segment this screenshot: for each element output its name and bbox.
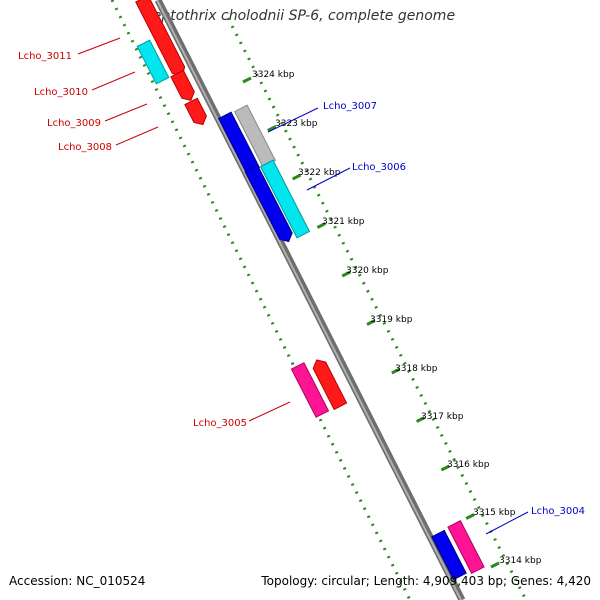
- major-tick: [291, 173, 302, 181]
- gene-lcho-3010[interactable]: [136, 39, 170, 85]
- leader-lcho-3006: [306, 167, 351, 191]
- leader-lcho-3007: [267, 107, 319, 133]
- major-tick: [316, 222, 327, 229]
- tick-label-3324: 3324 kbp: [252, 70, 295, 80]
- label-lcho-3008[interactable]: Lcho_3008: [58, 142, 112, 153]
- leader-lcho-3011: [77, 37, 121, 55]
- outer-tick-track: [226, 17, 527, 599]
- label-lcho-3011[interactable]: Lcho_3011: [18, 51, 72, 62]
- tick-label-3316: 3316 kbp: [447, 460, 490, 470]
- gene-lcho-3006-pair[interactable]: [244, 159, 311, 244]
- leader-lcho-3004: [485, 511, 529, 535]
- major-tick: [465, 513, 475, 520]
- label-lcho-3007[interactable]: Lcho_3007: [323, 101, 377, 112]
- gene-lcho-3004-pair[interactable]: [431, 519, 485, 581]
- inner-tick-track: [110, 0, 412, 600]
- gene-lcho-3008[interactable]: [184, 97, 209, 128]
- label-lcho-3010[interactable]: Lcho_3010: [34, 87, 88, 98]
- gene-lcho-3005-pair[interactable]: [290, 357, 348, 418]
- tick-label-3317: 3317 kbp: [421, 412, 464, 422]
- gene-lcho-3007-pair[interactable]: [217, 104, 277, 175]
- tick-label-3320: 3320 kbp: [346, 266, 389, 276]
- gene-lcho-3009[interactable]: [170, 69, 197, 103]
- major-tick: [366, 319, 376, 326]
- tick-label-3319: 3319 kbp: [370, 315, 413, 325]
- major-tick: [267, 125, 277, 132]
- topology-text: Topology: circular; Length: 4,909,403 bp…: [261, 574, 591, 588]
- tick-label-3314: 3314 kbp: [499, 556, 542, 566]
- major-tick: [391, 367, 401, 375]
- major-tick: [341, 270, 351, 278]
- major-tick: [415, 416, 426, 423]
- label-lcho-3005[interactable]: Lcho_3005: [193, 418, 247, 429]
- genome-backbone: [154, 0, 466, 600]
- major-ticks: [242, 76, 500, 569]
- major-tick: [440, 464, 451, 472]
- accession-text: Accession: NC_010524: [9, 574, 146, 588]
- tick-label-3318: 3318 kbp: [395, 364, 438, 374]
- tick-label-3323: 3323 kbp: [275, 119, 318, 129]
- major-tick: [490, 561, 500, 569]
- leader-lcho-3009: [104, 103, 148, 122]
- leader-lcho-3005: [248, 401, 291, 422]
- tick-label-3322: 3322 kbp: [298, 168, 341, 178]
- tick-label-3315: 3315 kbp: [473, 508, 516, 518]
- label-lcho-3004[interactable]: Lcho_3004: [531, 506, 585, 517]
- leader-lcho-3008: [115, 126, 159, 146]
- major-tick: [242, 76, 252, 84]
- tick-label-3321: 3321 kbp: [322, 217, 365, 227]
- label-lcho-3009[interactable]: Lcho_3009: [47, 118, 101, 129]
- label-lcho-3006[interactable]: Lcho_3006: [352, 162, 406, 173]
- map-title: Leptothrix cholodnii SP-6, complete geno…: [144, 8, 456, 24]
- leader-lcho-3010: [91, 71, 136, 91]
